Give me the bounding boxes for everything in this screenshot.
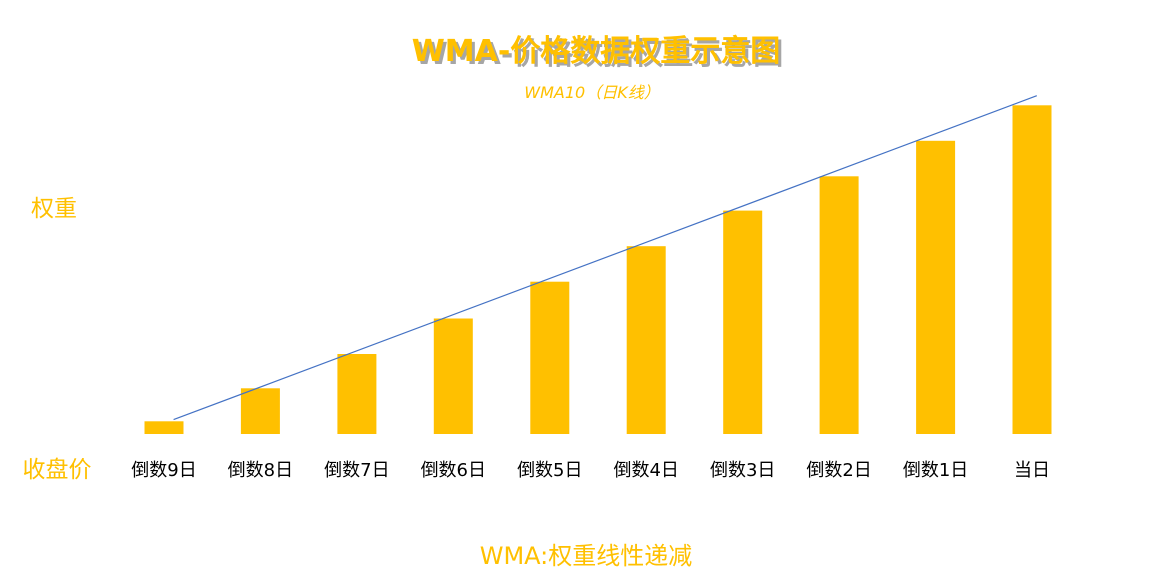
bar-group [144, 105, 1052, 435]
bar [723, 210, 763, 434]
chart-subtitle: WMA10（日K线） [524, 83, 659, 102]
x-tick-label: 倒数8日 [228, 460, 293, 481]
bar [819, 176, 859, 435]
bar [916, 140, 956, 435]
x-axis-label: 收盘价 [23, 457, 92, 483]
bar [530, 281, 570, 434]
bar [240, 388, 280, 434]
bar [144, 421, 184, 434]
tick-label-group: 倒数9日 倒数8日 倒数7日 倒数6日 倒数5日 倒数4日 倒数3日 倒数2日 倒数1日 当日 [131, 460, 1050, 481]
bar [626, 246, 666, 434]
y-axis-label: 权重 [31, 196, 77, 222]
x-tick-label: 倒数3日 [710, 460, 775, 481]
x-tick-label: 倒数1日 [903, 460, 968, 481]
trend-line [173, 95, 1038, 421]
x-tick-label: 倒数5日 [517, 460, 582, 481]
chart-footer: WMA:权重线性递减 [480, 542, 693, 570]
x-tick-label: 当日 [1014, 460, 1050, 481]
bar [1012, 105, 1052, 435]
x-tick-label: 倒数7日 [324, 460, 389, 481]
x-tick-label: 倒数9日 [131, 460, 196, 481]
x-tick-label: 倒数2日 [806, 460, 871, 481]
bar [433, 318, 473, 434]
chart-title-shadow: WMA-价格数据权重示意图 [415, 37, 784, 72]
chart-title: WMA-价格数据权重示意图 [412, 34, 781, 69]
x-tick-label: 倒数4日 [613, 460, 678, 481]
x-tick-label: 倒数6日 [421, 460, 486, 481]
bar [337, 354, 377, 434]
